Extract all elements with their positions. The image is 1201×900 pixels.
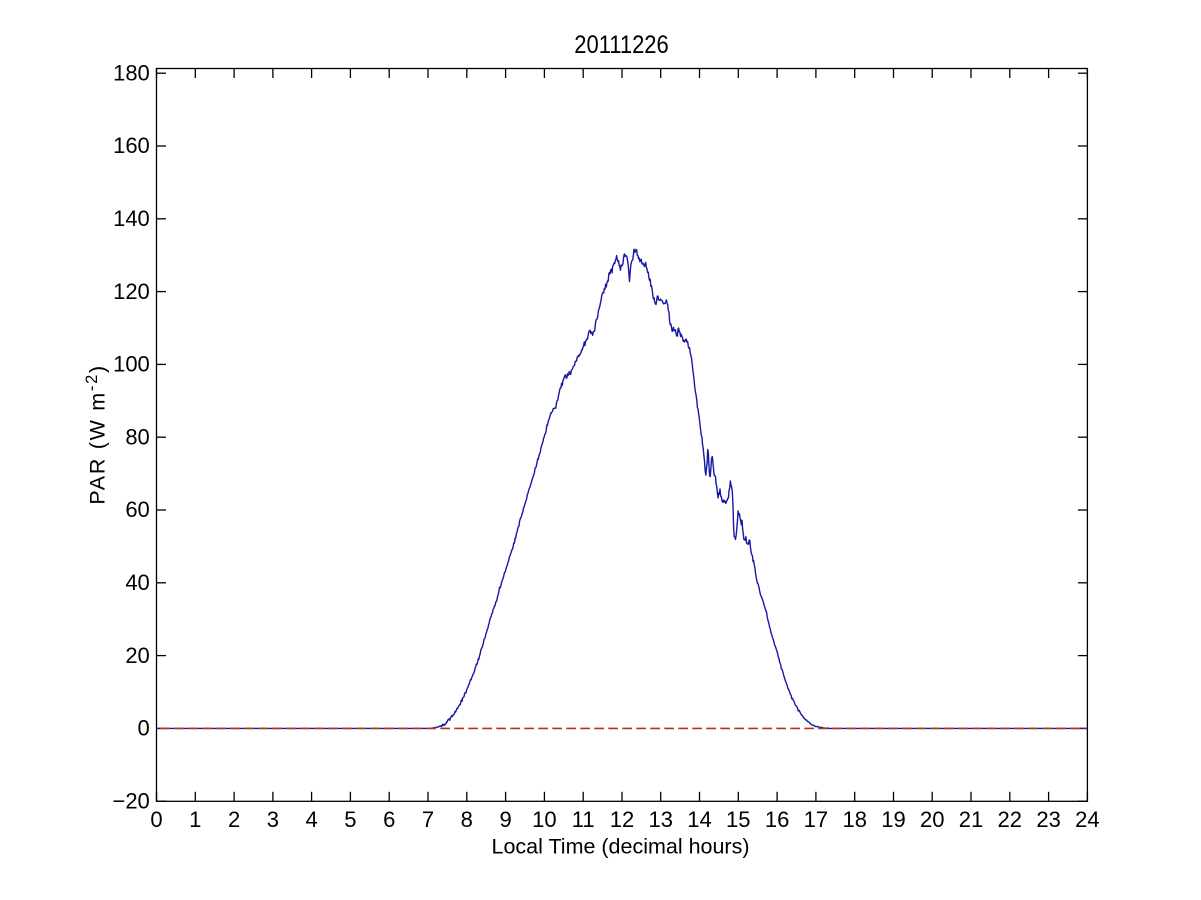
- svg-text:0: 0: [150, 807, 162, 832]
- svg-text:160: 160: [113, 133, 150, 158]
- svg-text:24: 24: [1075, 807, 1099, 832]
- svg-text:8: 8: [461, 807, 473, 832]
- svg-text:21: 21: [959, 807, 983, 832]
- svg-text:PAR (W m-2): PAR (W m-2): [83, 364, 110, 504]
- svg-text:7: 7: [422, 807, 434, 832]
- svg-text:140: 140: [113, 206, 150, 231]
- svg-text:11: 11: [572, 807, 595, 832]
- svg-text:15: 15: [726, 807, 750, 832]
- svg-text:6: 6: [383, 807, 395, 832]
- svg-text:80: 80: [125, 424, 149, 449]
- svg-text:18: 18: [842, 807, 866, 832]
- svg-text:19: 19: [881, 807, 905, 832]
- svg-text:1: 1: [189, 807, 201, 832]
- svg-text:60: 60: [125, 497, 149, 522]
- svg-text:−20: −20: [112, 788, 149, 813]
- svg-text:20: 20: [920, 807, 944, 832]
- svg-text:20: 20: [125, 643, 149, 668]
- svg-text:2: 2: [228, 807, 240, 832]
- svg-text:0: 0: [138, 716, 150, 741]
- svg-text:17: 17: [804, 807, 828, 832]
- svg-text:9: 9: [499, 807, 511, 832]
- svg-text:40: 40: [125, 570, 149, 595]
- svg-text:12: 12: [610, 807, 634, 832]
- svg-text:22: 22: [998, 807, 1022, 832]
- svg-text:Local Time (decimal hours): Local Time (decimal hours): [492, 835, 750, 859]
- svg-text:23: 23: [1036, 807, 1060, 832]
- svg-text:13: 13: [648, 807, 672, 832]
- svg-text:16: 16: [765, 807, 789, 832]
- svg-text:14: 14: [687, 807, 711, 832]
- svg-text:20111226: 20111226: [574, 31, 669, 59]
- svg-text:180: 180: [113, 60, 150, 85]
- svg-text:100: 100: [113, 352, 150, 377]
- svg-text:4: 4: [305, 807, 317, 832]
- svg-text:10: 10: [532, 807, 556, 832]
- svg-text:120: 120: [113, 279, 150, 304]
- svg-text:5: 5: [344, 807, 356, 832]
- svg-text:3: 3: [267, 807, 279, 832]
